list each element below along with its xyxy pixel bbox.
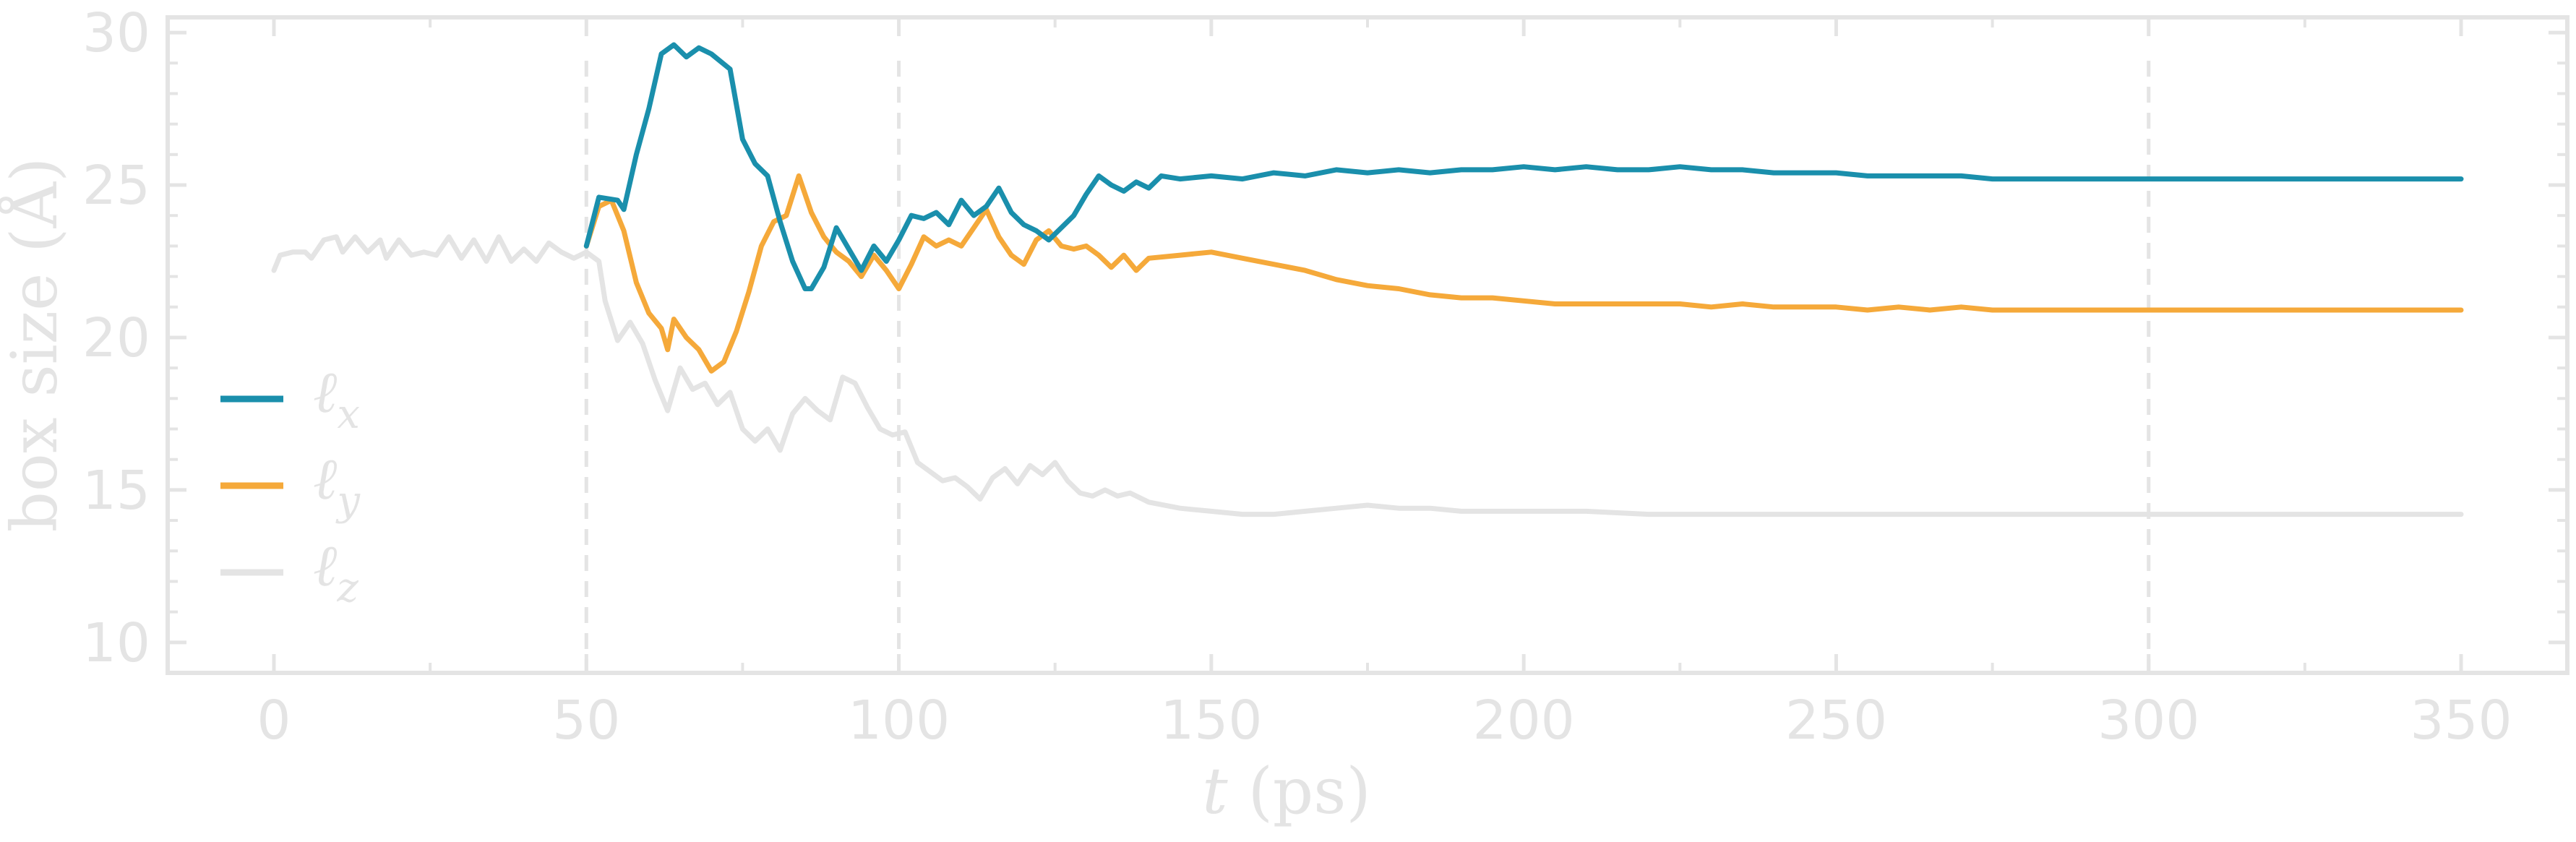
x-tick-labels: 0 50 100 150 200 250 300 350 xyxy=(257,690,2512,752)
legend-label-subscript: z xyxy=(336,564,359,611)
y-tick-label-10: 10 xyxy=(82,612,150,674)
legend-label-base: ℓ xyxy=(313,532,337,599)
y-tick-label-30: 30 xyxy=(82,2,150,64)
y-tick-label-25: 25 xyxy=(82,155,150,217)
series-lines xyxy=(271,42,2464,517)
series-line-lx xyxy=(583,42,2464,291)
x-tick-label-350: 350 xyxy=(2410,690,2512,752)
legend-label-subscript: y xyxy=(335,478,361,525)
legend-label-lz: ℓz xyxy=(313,532,359,611)
x-tick-label-0: 0 xyxy=(257,690,291,752)
x-tick-label-250: 250 xyxy=(1785,690,1887,752)
x-axis-label: t (ps) xyxy=(1202,754,1371,828)
x-tick-label-150: 150 xyxy=(1160,690,1262,752)
legend-label-base: ℓ xyxy=(313,445,337,512)
y-tick-label-15: 15 xyxy=(82,460,150,522)
series-line-lz xyxy=(271,234,2464,517)
y-tick-label-20: 20 xyxy=(82,307,150,369)
reference-lines xyxy=(584,61,2151,673)
legend-label-lx: ℓx xyxy=(313,358,360,438)
x-axis-variable: t xyxy=(1202,754,1228,828)
x-axis-unit: (ps) xyxy=(1248,754,1371,828)
x-tick-label-200: 200 xyxy=(1473,690,1575,752)
x-tick-label-50: 50 xyxy=(552,690,620,752)
plot-frame xyxy=(166,15,2569,675)
y-axis-label: box size (Å) xyxy=(0,158,72,533)
legend-label-base: ℓ xyxy=(313,358,337,426)
axis-ticks xyxy=(168,17,2567,673)
legend-label-subscript: x xyxy=(337,391,360,438)
y-tick-labels: 10 15 20 25 30 xyxy=(82,2,150,674)
x-tick-label-100: 100 xyxy=(848,690,950,752)
legend-label-ly: ℓy xyxy=(313,445,361,525)
plot-area xyxy=(166,15,2569,675)
x-tick-label-300: 300 xyxy=(2098,690,2199,752)
series-line-ly xyxy=(583,173,2464,374)
